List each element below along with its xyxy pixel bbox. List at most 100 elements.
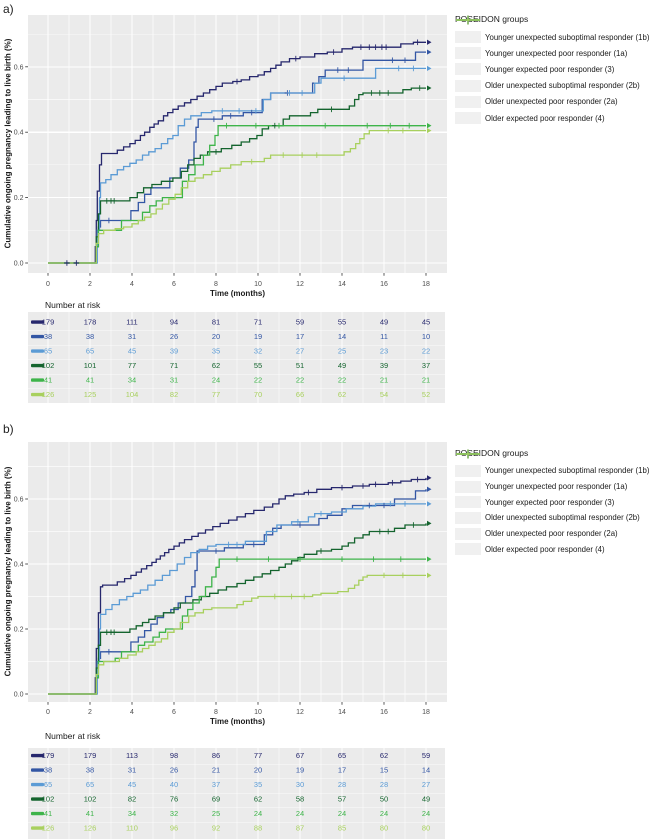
risk-count: 55 [338,318,346,327]
curve-2 [48,503,426,695]
risk-count: 82 [170,390,178,399]
risk-count: 14 [422,766,430,775]
risk-count: 77 [128,361,136,370]
risk-count: 24 [212,376,220,385]
risk-count: 110 [126,824,138,833]
legend-key-icon [455,15,481,76]
risk-count: 35 [212,347,220,356]
risk-count: 62 [338,390,346,399]
risk-count: 41 [44,809,52,818]
risk-row-marker-icon [31,320,44,324]
censor-marks-5 [248,127,406,165]
risk-count: 92 [212,824,220,833]
censor-marks-1 [106,57,408,224]
curve-1 [48,489,427,695]
risk-count: 22 [422,347,430,356]
risk-count: 94 [170,318,178,327]
risk-row-marker-icon [31,334,44,339]
risk-count: 85 [338,824,346,833]
risk-count: 55 [254,361,262,370]
risk-count: 59 [296,318,304,327]
risk-count: 35 [254,780,262,789]
legend-item-label: Younger expected poor responder (3) [485,64,615,74]
risk-count: 41 [86,809,94,818]
y-tick-label: 0.2 [14,627,24,634]
end-arrow-icon [427,520,432,526]
risk-row-marker-icon [31,797,44,801]
risk-count: 37 [212,780,220,789]
risk-count: 96 [170,824,178,833]
axes: 0 2 4 6 8 10 12 14 16 18 0.0 0.2 0.4 0.6 [14,64,430,288]
risk-count: 65 [44,347,52,356]
risk-count: 179 [84,751,97,760]
x-tick-label: 8 [214,281,218,288]
end-arrow-icon [427,65,432,72]
risk-count: 39 [170,347,178,356]
legend-item-5: Older expected poor responder (4) [455,449,665,557]
risk-count: 22 [254,376,262,385]
legend-item-5: Older expected poor responder (4) [455,15,665,126]
legend-key-icon [455,449,481,477]
risk-count: 38 [86,332,94,341]
censor-marks-3 [104,85,423,204]
x-tick-label: 12 [296,281,304,288]
risk-count: 50 [380,795,388,804]
legend-item-label: Older unexpected suboptimal responder (2… [485,513,640,523]
x-tick-label: 6 [172,281,176,288]
risk-count: 57 [338,795,346,804]
risk-count: 104 [126,390,139,399]
legend-item-3: Older unexpected suboptimal responder (2… [455,15,665,94]
risk-table: 179 178 111 94 81 71 59 55 49 45 38 38 31 26 20 19 17 14 1… [28,312,445,403]
risk-count: 21 [212,766,220,775]
x-tick-label: 4 [130,281,134,288]
x-tick-label: 14 [338,281,346,288]
x-tick-label: 2 [88,709,92,716]
legend-key-icon [455,15,481,60]
risk-count: 41 [44,376,52,385]
legend-item-2: Younger expected poor responder (3) [455,15,665,77]
legend-item-label: Older unexpected suboptimal responder (2… [485,81,640,91]
risk-count: 88 [254,824,262,833]
curve-4 [48,125,426,264]
legend-item-label: Older unexpected poor responder (2a) [485,97,618,107]
risk-row-marker-icon [31,378,44,382]
risk-count: 27 [296,347,304,356]
x-tick-label: 16 [380,281,388,288]
risk-count: 45 [128,780,136,789]
x-tick-label: 12 [296,709,304,716]
x-axis-title-a: Time (months) [210,289,265,298]
risk-table-title-a: Number at risk [45,300,101,310]
risk-count: 20 [254,766,262,775]
risk-count: 10 [422,332,430,341]
risk-count: 62 [380,751,388,760]
risk-count: 52 [422,390,430,399]
curve-4 [48,558,426,695]
risk-count: 25 [338,347,346,356]
risk-count: 51 [296,361,304,370]
censor-marks-0 [64,39,421,266]
risk-count: 37 [422,361,430,370]
censor-marks-2 [219,65,417,114]
risk-count: 31 [128,332,136,341]
risk-row-marker-icon [31,768,44,772]
risk-count: 34 [128,809,136,818]
risk-row-marker-icon [31,826,44,830]
legend-item-label: Older expected poor responder (4) [485,113,605,123]
risk-count: 77 [212,390,220,399]
risk-count: 65 [44,780,52,789]
curve-2 [48,67,426,264]
risk-count: 17 [296,332,304,341]
risk-count: 113 [126,751,138,760]
curve-5 [48,129,426,264]
legend-key-icon [455,449,481,540]
risk-count: 67 [296,751,304,760]
legend-a: POSEIDON groups Younger unexpected subop… [455,14,665,126]
risk-count: 24 [296,809,304,818]
end-arrow-icon [427,85,432,91]
risk-row-marker-icon [31,782,44,787]
y-tick-label: 0.4 [14,130,24,137]
risk-count: 86 [212,751,220,760]
risk-count: 69 [212,795,220,804]
legend-item-label: Younger expected poor responder (3) [485,497,615,507]
